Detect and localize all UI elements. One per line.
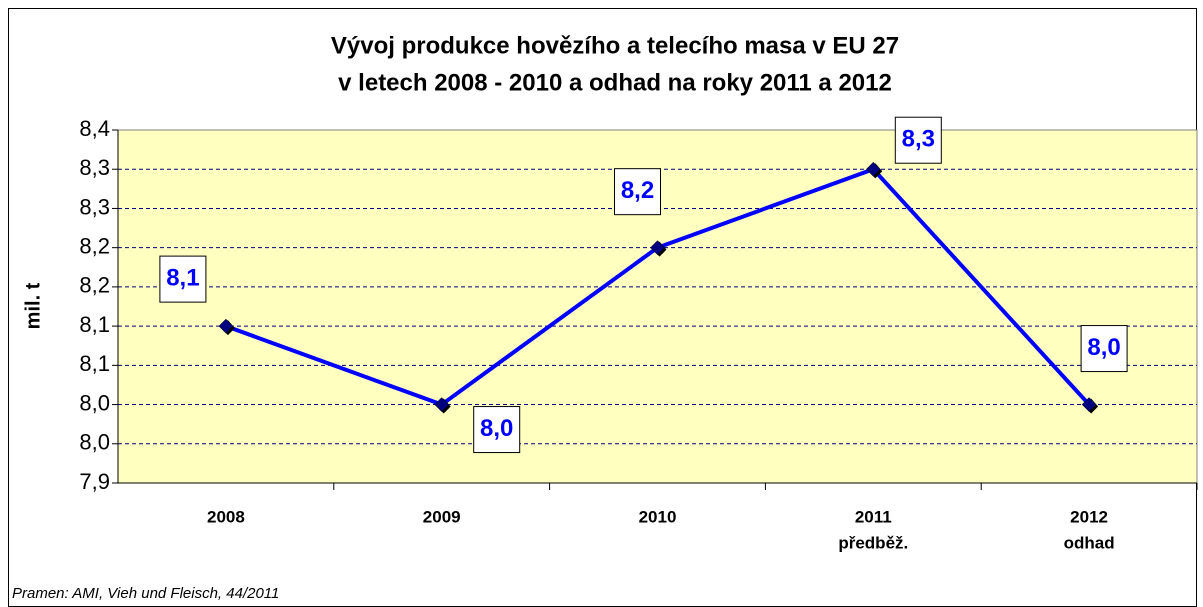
y-tick-label: 8,4 — [79, 116, 110, 141]
x-tick-label: 2008 — [207, 507, 245, 526]
x-tick-label: 2012 — [1070, 507, 1108, 526]
marker — [650, 240, 665, 256]
y-tick-label: 8,3 — [79, 194, 110, 219]
data-label-box — [894, 116, 942, 164]
y-tick-label: 8,1 — [79, 312, 110, 337]
y-tick-label: 8,0 — [79, 430, 110, 455]
x-tick-label: 2011 — [855, 507, 892, 526]
y-tick-label: 8,0 — [79, 390, 110, 415]
marker — [434, 397, 450, 412]
marker — [218, 318, 234, 334]
data-label: 8,1 — [166, 264, 199, 291]
y-tick-label: 7,9 — [79, 469, 110, 494]
data-label: 8,2 — [621, 177, 654, 204]
data-label: 8,3 — [902, 126, 935, 153]
x-tick-label: 2009 — [423, 507, 461, 526]
data-label: 8,0 — [480, 415, 513, 442]
y-tick-label: 8,1 — [79, 351, 110, 376]
data-label-box — [1080, 325, 1128, 373]
x-tick-note: předběž. — [838, 533, 908, 552]
y-tick-label: 8,2 — [79, 273, 110, 298]
data-label-box — [614, 168, 661, 216]
data-label-box — [473, 406, 521, 454]
x-tick-label: 2010 — [639, 507, 677, 526]
marker — [865, 161, 881, 177]
x-tick-note: odhad — [1064, 533, 1115, 552]
chart-title: Vývoj produkce hovězího a telecího masa … — [331, 32, 899, 59]
chart-title: v letech 2008 - 2010 a odhad na roky 201… — [338, 69, 892, 96]
data-label-box — [159, 255, 207, 303]
marker — [1081, 397, 1097, 412]
y-axis-label: mil. t — [22, 282, 44, 329]
data-label: 8,0 — [1087, 334, 1120, 361]
source-note: Pramen: AMI, Vieh und Fleisch, 44/2011 — [12, 585, 279, 602]
y-tick-label: 8,2 — [79, 233, 110, 258]
y-tick-label: 8,3 — [79, 155, 110, 180]
